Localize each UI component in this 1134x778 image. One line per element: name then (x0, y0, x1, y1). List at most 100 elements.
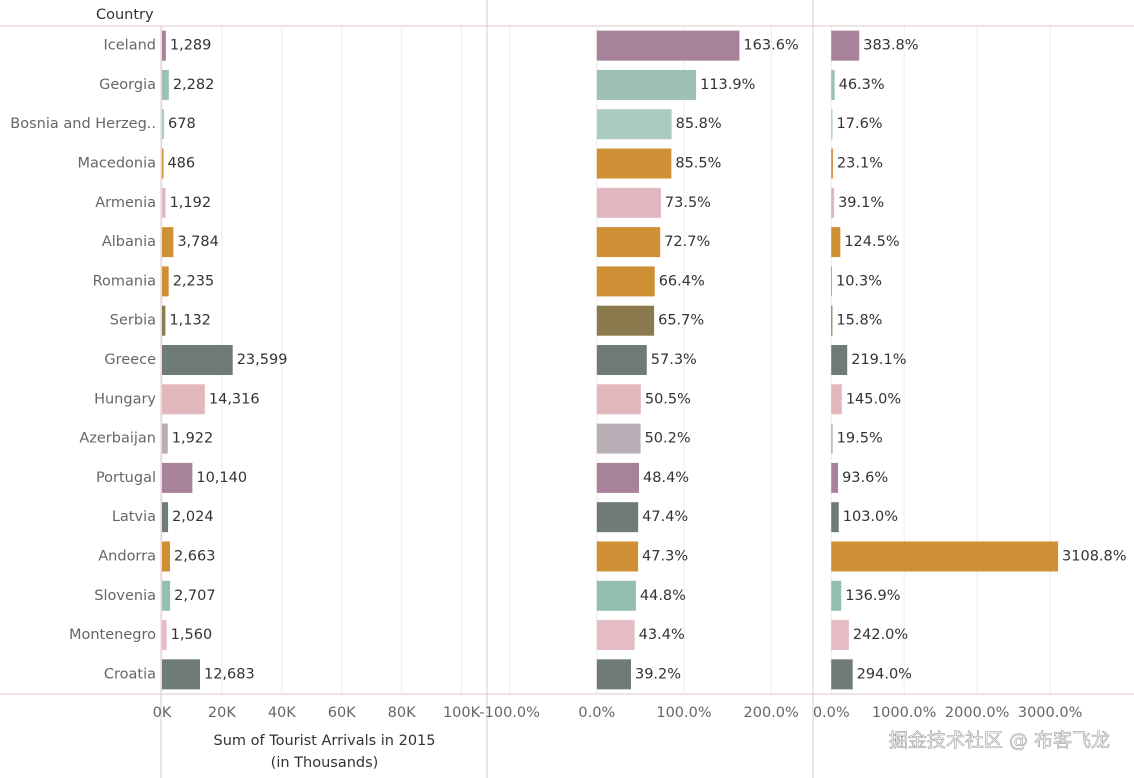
value-label: 2,024 (172, 509, 214, 525)
bar (596, 541, 639, 572)
bar (831, 462, 839, 493)
bar (596, 345, 647, 375)
watermark: 掘金技术社区 @ 布客飞龙 (889, 730, 1110, 752)
value-label: 103.0% (843, 509, 898, 525)
bar (596, 148, 672, 179)
bar (831, 659, 853, 690)
bar (596, 30, 740, 61)
value-label: 136.9% (845, 588, 900, 604)
bar (831, 423, 833, 454)
bar (831, 266, 832, 297)
category-label: Serbia (110, 313, 156, 329)
value-label: 14,316 (209, 391, 260, 407)
bar (162, 30, 166, 61)
x-tick-label: -100.0% (479, 705, 540, 721)
value-label: 1,560 (171, 627, 213, 643)
category-label: Romania (93, 273, 156, 289)
axis-title: Sum of Tourist Arrivals in 2015 (in Thous… (213, 733, 435, 771)
x-tick-label: 2000.0% (945, 705, 1010, 721)
x-tick-label: 0K (153, 705, 172, 721)
value-label: 50.5% (645, 391, 691, 407)
value-label: 85.8% (676, 116, 722, 132)
value-label: 17.6% (837, 116, 883, 132)
bar (831, 384, 842, 415)
value-label: 145.0% (846, 391, 901, 407)
category-label: Slovenia (94, 588, 156, 604)
bar (162, 620, 167, 651)
bar (596, 227, 661, 258)
bar (596, 266, 655, 297)
category-label: Croatia (104, 666, 156, 682)
value-label: 1,922 (172, 431, 214, 447)
value-label: 72.7% (664, 234, 710, 250)
category-label: Montenegro (69, 627, 156, 643)
value-label: 113.9% (700, 77, 755, 93)
value-label: 163.6% (743, 38, 798, 54)
value-label: 23,599 (237, 352, 288, 368)
value-label: 47.3% (642, 548, 688, 564)
value-label: 48.4% (643, 470, 689, 486)
value-label: 2,707 (174, 588, 216, 604)
category-label: Albania (102, 234, 156, 250)
category-label: Armenia (95, 195, 156, 211)
bar (831, 580, 842, 611)
bar (831, 620, 849, 651)
bar (596, 423, 641, 454)
value-label: 19.5% (837, 431, 883, 447)
category-label: Greece (104, 352, 156, 368)
category-label: Hungary (94, 391, 156, 407)
value-label: 10.3% (836, 273, 882, 289)
value-label: 46.3% (839, 77, 885, 93)
bar (831, 187, 835, 218)
value-label: 10,140 (196, 470, 247, 486)
bar (162, 659, 200, 690)
bar (831, 30, 860, 61)
x-tick-label: 1000.0% (872, 705, 937, 721)
bar (162, 227, 174, 258)
value-label: 294.0% (857, 666, 912, 682)
x-tick-label: 60K (328, 705, 356, 721)
category-label: Georgia (99, 77, 156, 93)
value-label: 15.8% (836, 313, 882, 329)
value-label: 65.7% (658, 313, 704, 329)
bar (596, 580, 636, 611)
value-label: 486 (167, 156, 195, 172)
value-label: 39.2% (635, 666, 681, 682)
x-tick-label: 0.0% (578, 705, 615, 721)
value-label: 124.5% (844, 234, 899, 250)
value-label: 93.6% (842, 470, 888, 486)
value-label: 23.1% (837, 156, 883, 172)
x-tick-label: 20K (208, 705, 236, 721)
value-label: 219.1% (851, 352, 906, 368)
bar (831, 345, 848, 375)
bar (162, 580, 171, 611)
bar (162, 345, 233, 375)
category-label: Andorra (98, 548, 156, 564)
bar (162, 462, 193, 493)
bar (162, 502, 169, 533)
x-tick-label: 80K (388, 705, 416, 721)
value-label: 50.2% (645, 431, 691, 447)
bar (596, 187, 661, 218)
value-label: 2,663 (174, 548, 216, 564)
bar (831, 109, 833, 140)
value-label: 1,289 (170, 38, 212, 54)
value-label: 678 (168, 116, 196, 132)
bar (162, 187, 166, 218)
value-label: 2,235 (173, 273, 215, 289)
x-tick-label: 100.0% (656, 705, 711, 721)
value-label: 44.8% (640, 588, 686, 604)
category-label: Macedonia (78, 156, 156, 172)
x-tick-label: 40K (268, 705, 296, 721)
x-tick-label: 200.0% (744, 705, 799, 721)
value-label: 12,683 (204, 666, 255, 682)
bar (162, 305, 166, 336)
bar (596, 384, 641, 415)
value-label: 43.4% (639, 627, 685, 643)
bar (162, 384, 205, 415)
value-label: 1,132 (169, 313, 211, 329)
value-label: 3108.8% (1062, 548, 1127, 564)
value-label: 3,784 (177, 234, 219, 250)
value-label: 47.4% (642, 509, 688, 525)
x-tick-label: 100K (443, 705, 481, 721)
